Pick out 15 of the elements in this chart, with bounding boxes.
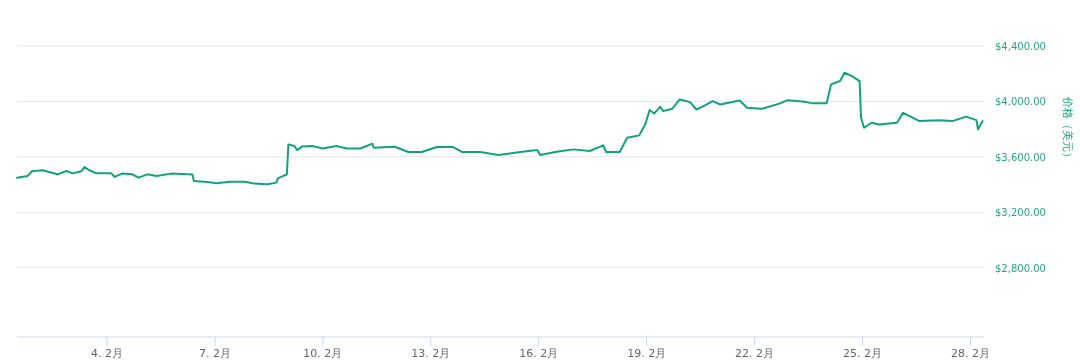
x-tick-label: 10. 2月 — [303, 347, 343, 360]
y-tick-label: $3,200.00 — [995, 207, 1046, 219]
y-tick-label: $4,000.00 — [995, 96, 1046, 108]
x-tick-label: 7. 2月 — [198, 347, 231, 360]
x-tick-label: 25. 2月 — [843, 347, 883, 360]
y-tick-label: $3,600.00 — [995, 151, 1046, 163]
x-tick-label: 28. 2月 — [951, 347, 991, 360]
x-tick-label: 4. 2月 — [90, 347, 123, 360]
y-tick-label: $2,800.00 — [995, 262, 1046, 274]
x-tick-label: 22. 2月 — [735, 347, 775, 360]
x-tick-label: 13. 2月 — [411, 347, 451, 360]
y-tick-label: $4,400.00 — [995, 41, 1046, 52]
y-axis-title: 价格（美元） — [1061, 96, 1074, 163]
x-tick-label: 19. 2月 — [627, 347, 667, 360]
x-tick-label: 16. 2月 — [519, 347, 559, 360]
